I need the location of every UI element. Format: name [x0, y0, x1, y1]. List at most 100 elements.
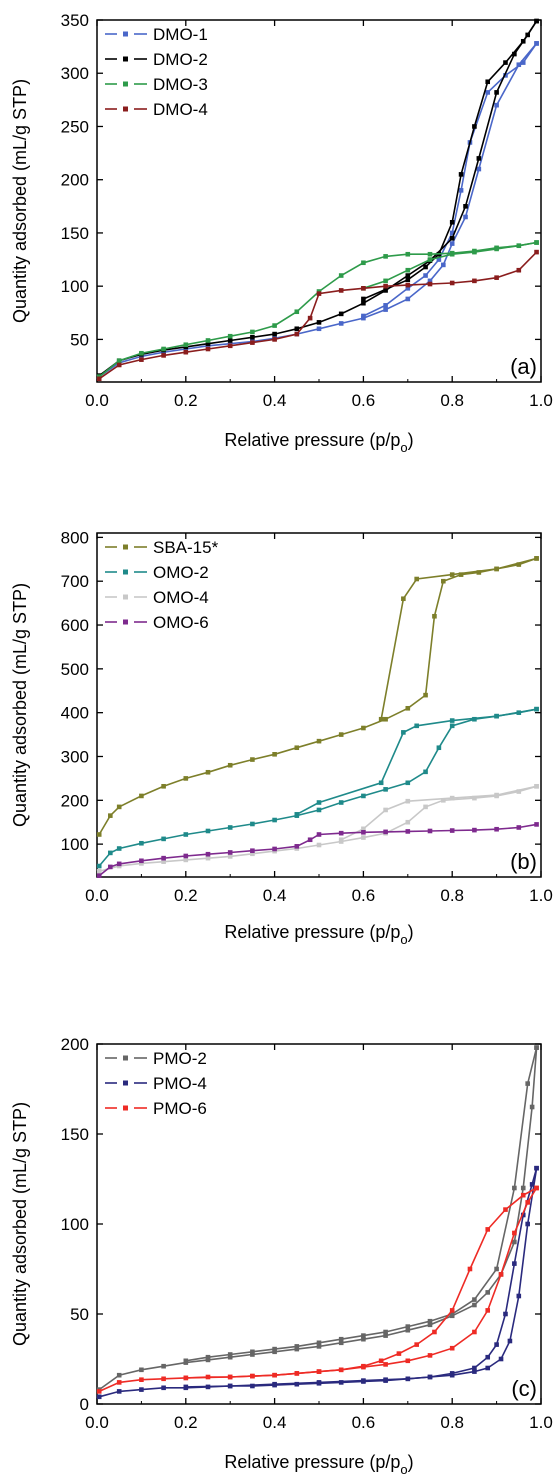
data-point [361, 1378, 366, 1383]
data-point [472, 1365, 477, 1371]
data-point [383, 254, 388, 259]
data-point [161, 1363, 166, 1369]
plot-frame [96, 532, 542, 878]
data-point [449, 1308, 455, 1313]
data-point [338, 311, 344, 317]
data-point [139, 1367, 144, 1373]
data-point [272, 846, 277, 852]
data-point [525, 1221, 530, 1227]
data-point [338, 321, 344, 326]
desorption-line [363, 42, 538, 317]
data-point [272, 751, 277, 757]
data-point [316, 832, 322, 837]
data-point [116, 358, 122, 364]
legend-label: DMO-1 [153, 25, 208, 44]
y-tick-label: 300 [61, 64, 89, 83]
y-tick-label: 350 [61, 11, 89, 30]
data-point [423, 692, 428, 698]
data-point [525, 1200, 530, 1205]
panel-label: (a) [510, 354, 537, 379]
data-point [361, 1333, 366, 1338]
legend-entry: PMO-6 [105, 1099, 207, 1118]
data-point [383, 716, 388, 722]
data-point [494, 1266, 499, 1272]
x-axis-title: Relative pressure (p/po) [224, 430, 413, 455]
data-point [96, 832, 102, 837]
data-point [361, 1336, 366, 1342]
data-point [534, 822, 539, 827]
data-point [205, 851, 211, 857]
data-point [405, 273, 411, 278]
data-point [294, 309, 300, 315]
data-point [316, 320, 322, 325]
data-point [405, 251, 411, 257]
data-point [183, 349, 189, 355]
legend-entry: PMO-2 [105, 1049, 207, 1068]
y-tick-label: 400 [61, 704, 89, 723]
data-point [272, 337, 277, 342]
data-point [139, 793, 144, 799]
data-point [485, 1227, 491, 1232]
data-point [316, 291, 322, 296]
x-tick-label: 0.8 [440, 391, 464, 410]
legend-marker [123, 594, 128, 600]
data-point [250, 1383, 255, 1389]
data-point [534, 1045, 539, 1050]
y-axis-title: Quantity adsorbed (mL/g STP) [10, 79, 30, 323]
data-point [405, 1324, 411, 1329]
data-point [472, 278, 477, 284]
data-point [383, 1377, 388, 1382]
data-point [161, 353, 166, 358]
data-point [516, 243, 522, 249]
data-point [227, 333, 233, 339]
data-point [516, 562, 522, 567]
data-point [383, 303, 388, 308]
data-point [250, 851, 255, 857]
data-point [449, 1372, 455, 1378]
data-point [520, 60, 526, 65]
data-point [494, 102, 499, 108]
data-point [432, 1329, 437, 1335]
data-point [383, 1333, 388, 1338]
data-point [227, 850, 233, 855]
data-point [463, 204, 468, 209]
data-point [272, 1381, 277, 1387]
data-point [205, 341, 211, 346]
data-point [272, 1372, 277, 1378]
data-point [96, 873, 102, 878]
y-tick-label: 700 [61, 572, 89, 591]
data-point [401, 730, 406, 735]
data-point [494, 275, 499, 280]
data-point [316, 1340, 322, 1346]
x-tick-label: 0.4 [263, 1413, 287, 1432]
data-point [161, 836, 166, 842]
data-point [116, 804, 122, 810]
data-point [205, 828, 211, 834]
y-tick-label: 50 [70, 1305, 89, 1324]
data-point [405, 1358, 411, 1364]
data-point [316, 326, 322, 332]
data-point [205, 769, 211, 775]
desorption-line [380, 557, 537, 720]
x-tick-label: 0.0 [85, 1413, 109, 1432]
data-point [436, 257, 442, 262]
data-point [272, 1349, 277, 1355]
data-point [116, 861, 122, 867]
data-point [139, 840, 144, 846]
data-point [520, 38, 526, 44]
data-point [534, 783, 539, 789]
data-point [503, 1207, 508, 1212]
data-point [503, 60, 508, 65]
y-tick-label: 150 [61, 224, 89, 243]
x-tick-label: 0.2 [174, 1413, 198, 1432]
desorption-line [185, 1047, 538, 1362]
data-point [534, 1185, 539, 1191]
data-point [534, 240, 539, 245]
x-tick-label: 0.6 [352, 886, 376, 905]
data-point [361, 296, 366, 302]
series-dmo-1 [96, 41, 539, 379]
y-tick-label: 250 [61, 117, 89, 136]
data-point [516, 1293, 522, 1299]
data-point [338, 288, 344, 293]
data-point [472, 795, 477, 801]
